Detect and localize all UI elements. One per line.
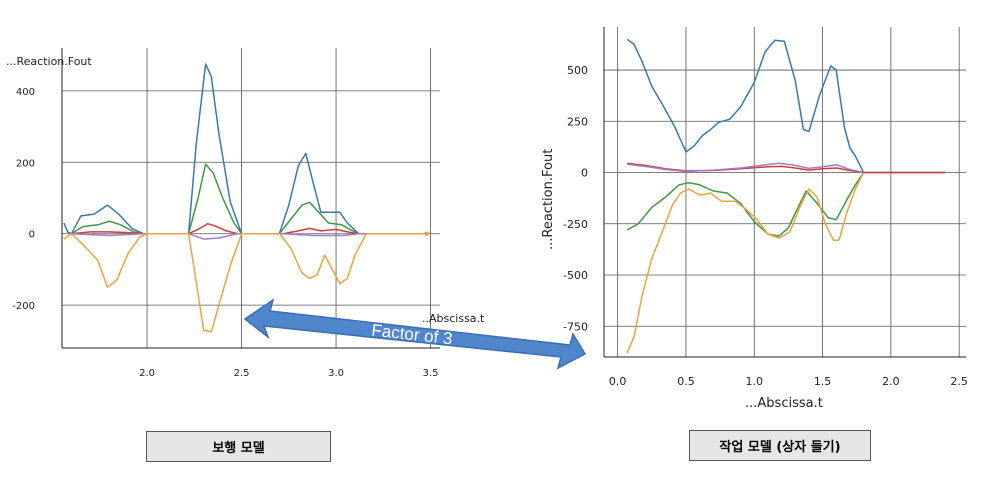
y-tick-label: 200 xyxy=(16,158,35,169)
y-tick-label: -200 xyxy=(12,301,35,312)
chart-lifting-model: ...Reaction.Fout ...Abscissa.t 0.0 0.5 1.0… xyxy=(541,27,968,411)
x-tick-label: 2.5 xyxy=(950,375,968,388)
x-tick-label: 2.0 xyxy=(139,368,155,379)
y-tick-label: -750 xyxy=(563,320,588,333)
left-x-axis-label: ..Abscissa.t xyxy=(422,312,485,325)
series-line-green xyxy=(71,163,427,235)
x-tick-label: 1.5 xyxy=(814,375,832,388)
series-line-purple xyxy=(627,162,864,174)
x-tick-label: 0.0 xyxy=(609,375,627,388)
series-line-blue xyxy=(63,63,427,235)
grid xyxy=(603,27,966,358)
x-tick-label: 2.0 xyxy=(882,375,900,388)
series-line-orange xyxy=(63,232,427,333)
x-tick-label: 1.0 xyxy=(746,375,764,388)
series-line-blue xyxy=(626,38,946,174)
series-line-purple xyxy=(71,232,427,240)
series-end-marker xyxy=(424,231,429,236)
factor-arrow-shape xyxy=(243,298,587,370)
x-tick-label: 0.5 xyxy=(677,375,695,388)
y-tick-label: -500 xyxy=(563,269,588,282)
y-tick-label: 0 xyxy=(29,230,35,241)
y-tick-label: 0 xyxy=(581,167,588,180)
grid xyxy=(61,48,440,349)
y-tick-label: 250 xyxy=(567,115,588,128)
x-tick-label: 3.5 xyxy=(423,368,439,379)
left-y-axis-label: ...Reaction.Fout xyxy=(6,55,92,68)
right-x-axis-label: ...Abscissa.t xyxy=(745,396,823,411)
chart-walking-model: ...Reaction.Fout ..Abscissa.t 2.0 2.5 3.0 3… xyxy=(6,48,485,379)
right-y-axis-label: ...Reaction.Fout xyxy=(541,149,556,250)
x-tick-label: 2.5 xyxy=(234,368,250,379)
caption-walking-model: 보행 모델 xyxy=(146,431,331,462)
series-line-orange xyxy=(626,172,865,354)
x-tick-label: 3.0 xyxy=(328,368,344,379)
series-line-green xyxy=(626,172,865,237)
factor-arrow: Factor of 3 xyxy=(243,298,587,370)
series-line-red xyxy=(71,222,427,235)
y-tick-label: -250 xyxy=(563,218,588,231)
y-tick-label: 400 xyxy=(16,87,35,98)
y-tick-label: 500 xyxy=(567,64,588,77)
caption-lifting-model: 작업 모델 (상자 들기) xyxy=(689,430,871,461)
